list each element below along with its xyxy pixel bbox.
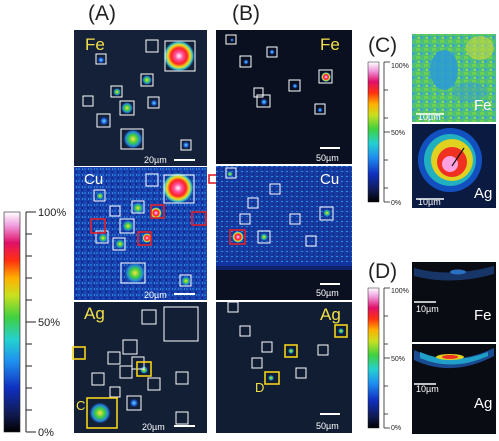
panel-d: 100% 50% 0% Fe 10µm Ag 10µm (367, 262, 496, 434)
label-fe-a: Fe (85, 35, 105, 54)
panel-label-d: (D) (368, 260, 397, 283)
sublabel-c: C (76, 398, 85, 413)
scale-b-cu: 50µm (316, 288, 339, 298)
label-ag-a: Ag (84, 304, 105, 323)
panel-label-c: (C) (368, 34, 397, 57)
label-ag-b: Ag (320, 305, 341, 324)
label-ag-d: Ag (474, 395, 492, 412)
label-fe-b: Fe (320, 35, 340, 54)
label-fe-d: Fe (474, 307, 492, 324)
scale-a-ag: 20µm (142, 422, 165, 432)
colorbar-min: 0% (38, 427, 54, 439)
colorbar-c-mid: 50% (391, 130, 405, 137)
scale-c-ag: 10µm (418, 197, 441, 207)
colorbar-c-max: 100% (391, 63, 409, 70)
label-cu-b: Cu (320, 171, 339, 188)
map-a-fe: Fe 20µm (74, 30, 207, 166)
colorbar-d-min: 0% (391, 425, 401, 432)
label-fe-c: Fe (474, 97, 492, 114)
colorbar-max: 100% (38, 207, 66, 219)
scale-b-ag: 50µm (316, 421, 339, 431)
map-b-cu: Cu 50µm (216, 166, 352, 300)
colorbar-d-max: 100% (391, 288, 409, 295)
panel-label-a: (A) (88, 2, 116, 25)
scale-a-cu: 20µm (144, 290, 167, 300)
panel-label-b: (B) (232, 2, 260, 25)
scale-a-fe: 20µm (144, 155, 167, 165)
map-b-fe: Fe 50µm (216, 30, 352, 164)
scale-d-ag: 10µm (416, 384, 439, 394)
map-a-cu: Cu 20µm (74, 167, 218, 300)
scale-d-fe: 10µm (416, 304, 439, 314)
colorbar-c-min: 0% (391, 200, 401, 207)
map-b-ag: Ag D 50µm (216, 301, 352, 433)
scale-c-fe: 10µm (418, 112, 441, 122)
label-cu-a: Cu (84, 171, 103, 188)
sublabel-d: D (255, 380, 264, 395)
label-ag-c: Ag (474, 185, 492, 202)
map-a-ag: Ag C 20µm (72, 302, 207, 433)
colorbar-main: 100% 50% 0% (3, 207, 66, 439)
panel-c: 100% 50% 0% Fe 10µm Ag 10µm (367, 34, 496, 208)
scale-b-fe: 50µm (316, 153, 339, 163)
colorbar-d-mid: 50% (391, 356, 405, 363)
colorbar-mid: 50% (38, 317, 60, 329)
